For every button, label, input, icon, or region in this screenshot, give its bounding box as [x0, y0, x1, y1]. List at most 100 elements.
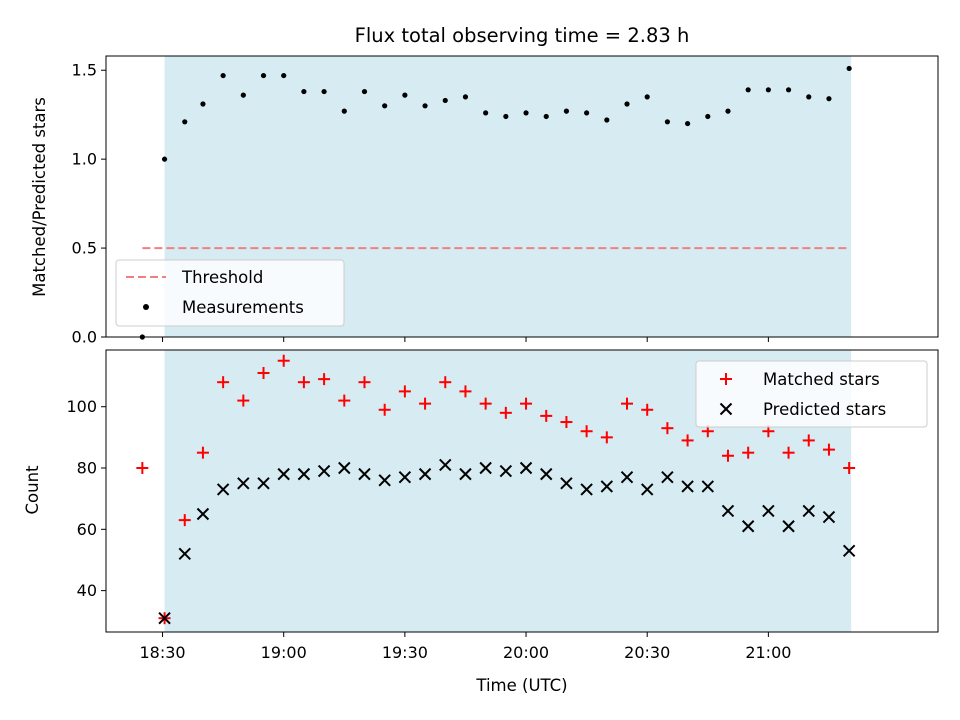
matched-point — [178, 514, 191, 527]
predicted-point — [721, 504, 735, 518]
measurement-point — [483, 110, 489, 116]
chart-title: Flux total observing time = 2.83 h — [355, 24, 690, 47]
measurement-point — [563, 108, 570, 114]
predicted-point — [317, 464, 331, 478]
matched-point — [621, 397, 634, 410]
x-stroke-b — [842, 544, 856, 557]
matched-point — [217, 376, 230, 389]
measurement-point — [240, 92, 246, 98]
y-tick-label: 60 — [77, 520, 97, 539]
matched-point — [520, 397, 533, 410]
count-points — [136, 354, 856, 625]
measurement-point — [260, 72, 267, 79]
x-stroke-b — [822, 510, 836, 524]
x-stroke-b — [358, 467, 371, 481]
measurement-point — [200, 101, 206, 107]
x-tick-label: 20:30 — [624, 643, 670, 662]
x-stroke-b — [418, 467, 432, 481]
time-x-ticks: 18:30 19:00 19:30 20:00 20:30 21:00 — [139, 632, 791, 662]
measurement-point — [503, 113, 509, 120]
predicted-point — [822, 510, 836, 524]
measurement-point — [321, 88, 327, 95]
x-stroke-b — [701, 480, 714, 493]
matched-point — [277, 354, 290, 367]
measurement-point — [785, 87, 792, 93]
x-stroke-b — [620, 470, 634, 484]
measurement-point — [382, 103, 388, 109]
count-legend: Matched stars Predicted stars — [695, 360, 928, 428]
measurement-point — [846, 65, 852, 72]
predicted-point — [499, 464, 513, 478]
matched-point — [237, 394, 250, 407]
legend-plus — [720, 373, 732, 385]
matched-point — [257, 366, 270, 379]
predicted-point — [701, 480, 714, 493]
predicted-point — [540, 467, 553, 481]
measurement-point — [442, 97, 448, 104]
x-tick-label: 18:30 — [139, 643, 185, 662]
matched-point — [580, 425, 593, 438]
measurement-point — [624, 101, 630, 107]
predicted-point — [560, 477, 573, 490]
x-tick-label: 19:30 — [382, 643, 428, 662]
matched-point — [661, 422, 674, 435]
matched-point — [843, 462, 856, 475]
count-legend-box — [695, 360, 928, 428]
x-stroke-b — [580, 483, 593, 496]
predicted-point — [277, 467, 290, 481]
matched-point — [560, 416, 573, 429]
predicted-point — [237, 477, 250, 490]
predicted-point — [762, 504, 775, 518]
y-tick-label: 1.5 — [72, 61, 97, 80]
ratio-y-ticks: 0.0 0.5 1.0 1.5 — [72, 61, 106, 347]
predicted-point — [600, 480, 614, 493]
predicted-point — [358, 467, 371, 481]
predicted-point — [802, 504, 815, 518]
measurement-point — [604, 117, 610, 123]
ratio-panel: 0.0 0.5 1.0 1.5 Matched/Predicted stars Thr… — [30, 55, 939, 347]
matched-point — [378, 403, 391, 416]
predicted-point — [741, 520, 755, 533]
matched-point — [822, 443, 835, 456]
legend-measurements-swatch — [143, 304, 149, 310]
x-stroke-b — [499, 464, 513, 478]
x-stroke-b — [338, 461, 351, 475]
matched-point — [721, 449, 734, 462]
count-y-ticks: 40 60 80 100 — [66, 397, 106, 600]
x-stroke-b — [237, 477, 250, 490]
predicted-point — [178, 547, 191, 561]
matched-point — [802, 434, 815, 447]
measurement-point — [462, 94, 469, 100]
y-tick-label: 1.0 — [72, 150, 97, 169]
ratio-x-tick-marks — [162, 337, 769, 342]
x-stroke-b — [782, 520, 795, 533]
x-tick-label: 21:00 — [745, 643, 791, 662]
measurement-point — [161, 156, 168, 162]
predicted-point — [842, 544, 856, 557]
matched-point — [358, 376, 371, 389]
measurement-point — [281, 72, 287, 79]
measurement-point — [543, 113, 549, 120]
predicted-point — [459, 467, 472, 481]
x-stroke-b — [560, 477, 573, 490]
predicted-point — [338, 461, 351, 475]
measurement-point — [584, 110, 590, 116]
matched-point — [318, 373, 331, 386]
matched-point — [600, 431, 613, 444]
x-stroke-b — [158, 611, 171, 625]
ratio-legend-box — [115, 259, 345, 327]
legend-threshold-label: Threshold — [181, 268, 263, 287]
measurement-point — [745, 87, 751, 93]
predicted-point — [378, 474, 391, 487]
predicted-point — [519, 461, 533, 475]
matched-point — [499, 406, 512, 419]
predicted-point — [640, 483, 654, 496]
predicted-point — [196, 507, 210, 521]
matched-point — [398, 385, 411, 398]
y-tick-label: 80 — [77, 459, 97, 478]
matched-point — [338, 394, 351, 407]
measurement-point — [826, 96, 832, 102]
predicted-point — [297, 467, 311, 481]
matched-point — [419, 397, 432, 410]
measurement-point — [402, 92, 408, 98]
